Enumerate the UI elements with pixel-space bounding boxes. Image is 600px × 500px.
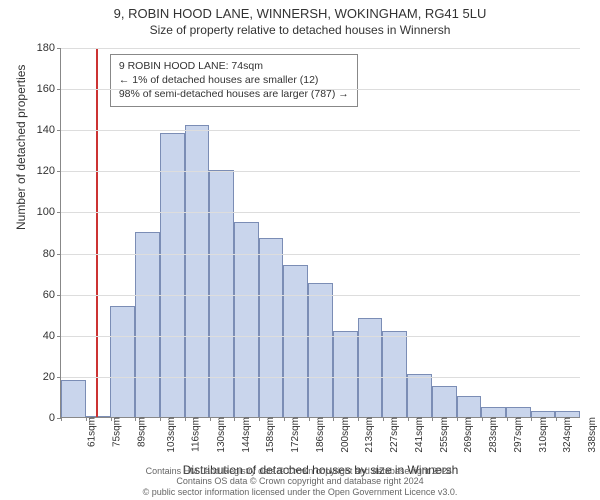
histogram-bar [506, 407, 531, 417]
x-tick-label: 130sqm [214, 417, 227, 453]
grid-line [61, 48, 580, 49]
histogram-bar [358, 318, 383, 417]
grid-line [61, 171, 580, 172]
histogram-bar [333, 331, 358, 417]
x-tick-mark [185, 417, 186, 421]
histogram-bar [308, 283, 333, 417]
reference-line [96, 48, 98, 417]
histogram-bar [407, 374, 432, 417]
histogram-bar [481, 407, 506, 417]
page-title: 9, ROBIN HOOD LANE, WINNERSH, WOKINGHAM,… [0, 6, 600, 21]
grid-line [61, 89, 580, 90]
x-tick-mark [86, 417, 87, 421]
y-axis-label: Number of detached properties [14, 65, 28, 230]
annotation-line-1: 9 ROBIN HOOD LANE: 74sqm [119, 59, 349, 73]
footer-line-1: Contains HM Land Registry data © Crown c… [8, 466, 592, 477]
histogram-bar [61, 380, 86, 417]
histogram-bar [259, 238, 284, 417]
y-tick-label: 180 [37, 42, 61, 54]
histogram-bar [432, 386, 457, 417]
grid-line [61, 212, 580, 213]
x-tick-label: 61sqm [85, 417, 98, 447]
histogram-bar [160, 133, 185, 417]
x-tick-mark [457, 417, 458, 421]
y-tick-label: 120 [37, 165, 61, 177]
y-tick-label: 40 [43, 330, 61, 342]
x-tick-label: 172sqm [288, 417, 301, 453]
x-tick-label: 255sqm [437, 417, 450, 453]
histogram-bar [382, 331, 407, 417]
x-tick-mark [408, 417, 409, 421]
x-tick-label: 75sqm [109, 417, 122, 447]
x-tick-label: 103sqm [164, 417, 177, 453]
x-tick-mark [61, 417, 62, 421]
x-tick-label: 89sqm [134, 417, 147, 447]
x-tick-mark [259, 417, 260, 421]
y-tick-label: 100 [37, 206, 61, 218]
footer-attribution: Contains HM Land Registry data © Crown c… [0, 466, 600, 498]
x-tick-label: 310sqm [536, 417, 549, 453]
histogram-bar [185, 125, 210, 417]
y-tick-label: 160 [37, 83, 61, 95]
x-tick-mark [507, 417, 508, 421]
x-tick-label: 324sqm [561, 417, 574, 453]
y-tick-label: 60 [43, 289, 61, 301]
histogram-bar [234, 222, 259, 417]
x-tick-mark [432, 417, 433, 421]
grid-line [61, 130, 580, 131]
annotation-line-2: ← 1% of detached houses are smaller (12) [119, 73, 349, 87]
x-tick-label: 283sqm [486, 417, 499, 453]
histogram-bar [110, 306, 135, 417]
grid-line [61, 254, 580, 255]
footer-line-2: Contains OS data © Crown copyright and d… [8, 476, 592, 487]
x-tick-mark [358, 417, 359, 421]
x-tick-mark [111, 417, 112, 421]
x-tick-label: 338sqm [585, 417, 598, 453]
y-tick-label: 0 [49, 412, 61, 424]
x-tick-label: 213sqm [362, 417, 375, 453]
x-tick-label: 269sqm [462, 417, 475, 453]
grid-line [61, 295, 580, 296]
x-tick-label: 186sqm [313, 417, 326, 453]
x-tick-label: 144sqm [239, 417, 252, 453]
x-tick-mark [135, 417, 136, 421]
y-tick-label: 140 [37, 124, 61, 136]
x-tick-label: 200sqm [338, 417, 351, 453]
x-tick-mark [383, 417, 384, 421]
y-tick-label: 20 [43, 371, 61, 383]
annotation-box: 9 ROBIN HOOD LANE: 74sqm ← 1% of detache… [110, 54, 358, 107]
page-subtitle: Size of property relative to detached ho… [0, 23, 600, 37]
histogram-bar [135, 232, 160, 417]
x-tick-mark [482, 417, 483, 421]
x-tick-label: 158sqm [263, 417, 276, 453]
x-tick-mark [309, 417, 310, 421]
x-tick-mark [333, 417, 334, 421]
chart-area: 9 ROBIN HOOD LANE: 74sqm ← 1% of detache… [60, 48, 580, 418]
footer-line-3: © public sector information licensed und… [8, 487, 592, 498]
x-tick-mark [160, 417, 161, 421]
y-tick-label: 80 [43, 248, 61, 260]
grid-line [61, 377, 580, 378]
x-tick-mark [210, 417, 211, 421]
histogram-bar [457, 396, 482, 417]
x-tick-mark [234, 417, 235, 421]
plot-area: 9 ROBIN HOOD LANE: 74sqm ← 1% of detache… [60, 48, 580, 418]
x-tick-label: 297sqm [511, 417, 524, 453]
grid-line [61, 336, 580, 337]
x-tick-mark [284, 417, 285, 421]
x-tick-label: 116sqm [188, 417, 201, 452]
x-tick-mark [531, 417, 532, 421]
histogram-bar [283, 265, 308, 417]
x-tick-label: 227sqm [387, 417, 400, 453]
x-tick-label: 241sqm [412, 417, 425, 453]
x-tick-mark [556, 417, 557, 421]
